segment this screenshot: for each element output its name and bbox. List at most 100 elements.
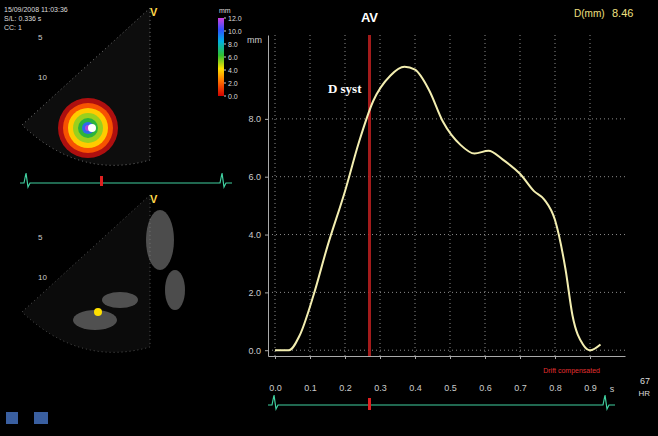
tissue xyxy=(102,292,138,308)
grid-line-y xyxy=(268,350,625,351)
ecg-marker xyxy=(100,176,103,186)
header-text: CC: 1 xyxy=(4,24,22,31)
grid xyxy=(268,35,625,356)
x-tick: 0.4 xyxy=(409,356,422,393)
x-tick-label: 0.5 xyxy=(444,383,457,393)
x-tick: 0.5 xyxy=(444,356,457,393)
grid-line-x xyxy=(590,35,591,356)
grid-line-x xyxy=(415,35,416,356)
x-tick-mark xyxy=(485,356,486,359)
hr-label: HR xyxy=(638,389,650,398)
colorbar-title: mm xyxy=(219,7,231,14)
strain-ring xyxy=(58,98,118,158)
x-tick: 0.0 xyxy=(269,356,282,393)
grid-line-x xyxy=(520,35,521,356)
x-tick: 0.9 xyxy=(584,356,597,393)
y-tick-mark xyxy=(265,177,268,178)
hr-value: 67 xyxy=(640,376,650,386)
colorbar-tick xyxy=(224,31,226,32)
x-tick-label: 0.8 xyxy=(549,383,562,393)
strain-ring xyxy=(78,118,98,138)
ecg-trace xyxy=(268,395,615,409)
drift-label: Drift compensated xyxy=(543,367,600,375)
screen-svg: 15/09/2008 11:03:36 S/L: 0.336 s CC: 1 V V 5 1… xyxy=(0,0,658,436)
colorbar-tick-label: 4.0 xyxy=(228,67,238,74)
tissue xyxy=(165,270,185,310)
header-text: 15/09/2008 11:03:36 xyxy=(4,6,68,13)
grid-line-x xyxy=(485,35,486,356)
sector-bottom xyxy=(22,195,150,352)
y-tick-mark xyxy=(265,292,268,293)
dsyst-label: D syst xyxy=(328,81,362,96)
x-tick: 0.6 xyxy=(479,356,492,393)
depth-mark: 10 xyxy=(38,73,47,82)
tissue xyxy=(146,210,174,270)
sample-point xyxy=(88,124,96,132)
grid-line-y xyxy=(268,292,625,293)
x-tick-mark xyxy=(590,356,591,359)
colorbar-tick xyxy=(224,96,226,97)
header-text: S/L: 0.336 s xyxy=(4,15,42,22)
colorbar-tick-label: 0.0 xyxy=(228,93,238,100)
x-tick-label: 0.0 xyxy=(269,383,282,393)
x-axis-line xyxy=(269,356,626,357)
x-tick: 0.8 xyxy=(549,356,562,393)
grid-line-x xyxy=(380,35,381,356)
depth-mark: 5 xyxy=(38,233,43,242)
colorbar-tick xyxy=(224,18,226,19)
icon xyxy=(34,412,48,424)
grid-line-y xyxy=(268,118,625,119)
colorbar-tick-label: 12.0 xyxy=(228,15,242,22)
y-axis: 0.0 2.0 4.0 6.0 8.0 xyxy=(248,36,268,357)
x-tick-label: 0.6 xyxy=(479,383,492,393)
grid-line-x xyxy=(555,35,556,356)
x-tick-mark xyxy=(450,356,451,359)
x-axis: 0.0 0.1 0.2 0.3 0.4 0.5 0.6 0.7 0.8 0.9 xyxy=(269,356,626,393)
strain-ring xyxy=(63,103,113,153)
grid-line-y xyxy=(268,234,625,235)
y-tick-mark xyxy=(265,119,268,120)
x-tick-label: 0.2 xyxy=(339,383,352,393)
y-tick-mark xyxy=(265,350,268,351)
readout-label: D(mm) xyxy=(574,8,605,19)
ultrasound-panels: 15/09/2008 11:03:36 S/L: 0.336 s CC: 1 V V 5 1… xyxy=(4,6,242,424)
x-tick-label: 0.9 xyxy=(584,383,597,393)
depth-mark: 10 xyxy=(38,273,47,282)
colorbar-tick xyxy=(224,83,226,84)
view-label: V xyxy=(150,193,158,205)
y-tick-label: 2.0 xyxy=(248,288,261,298)
x-tick: 0.2 xyxy=(339,356,352,393)
strain-ring xyxy=(68,108,108,148)
ecg-av-marker xyxy=(368,398,371,410)
strain-curve xyxy=(275,67,601,350)
y-tick-label: 4.0 xyxy=(248,230,261,240)
grid-line-x xyxy=(450,35,451,356)
y-tick: 6.0 xyxy=(248,172,268,182)
x-tick-mark xyxy=(310,356,311,359)
sector-top xyxy=(22,8,150,165)
y-tick-label: 0.0 xyxy=(248,346,261,356)
av-label: AV xyxy=(361,10,378,25)
colorbar-tick-label: 10.0 xyxy=(228,28,242,35)
background xyxy=(0,0,658,436)
colorbar-tick xyxy=(224,44,226,45)
x-tick: 0.1 xyxy=(304,356,317,393)
y-axis-line xyxy=(268,36,269,357)
x-tick-label: 0.4 xyxy=(409,383,422,393)
x-axis-title: s xyxy=(610,384,615,394)
x-tick-mark xyxy=(520,356,521,359)
plot-marks xyxy=(275,35,601,356)
x-tick-mark xyxy=(415,356,416,359)
x-tick: 0.3 xyxy=(374,356,387,393)
x-tick-label: 0.7 xyxy=(514,383,527,393)
sample-point xyxy=(94,308,102,316)
x-tick-mark xyxy=(380,356,381,359)
view-label: V xyxy=(150,6,158,18)
y-tick: 8.0 xyxy=(248,114,268,124)
colorbar-tick-label: 6.0 xyxy=(228,54,238,61)
y-tick: 4.0 xyxy=(248,230,268,240)
colorbar-tick xyxy=(224,57,226,58)
grid-line-y xyxy=(268,176,625,177)
x-tick: 0.7 xyxy=(514,356,527,393)
readout-value: 8.46 xyxy=(612,7,633,19)
